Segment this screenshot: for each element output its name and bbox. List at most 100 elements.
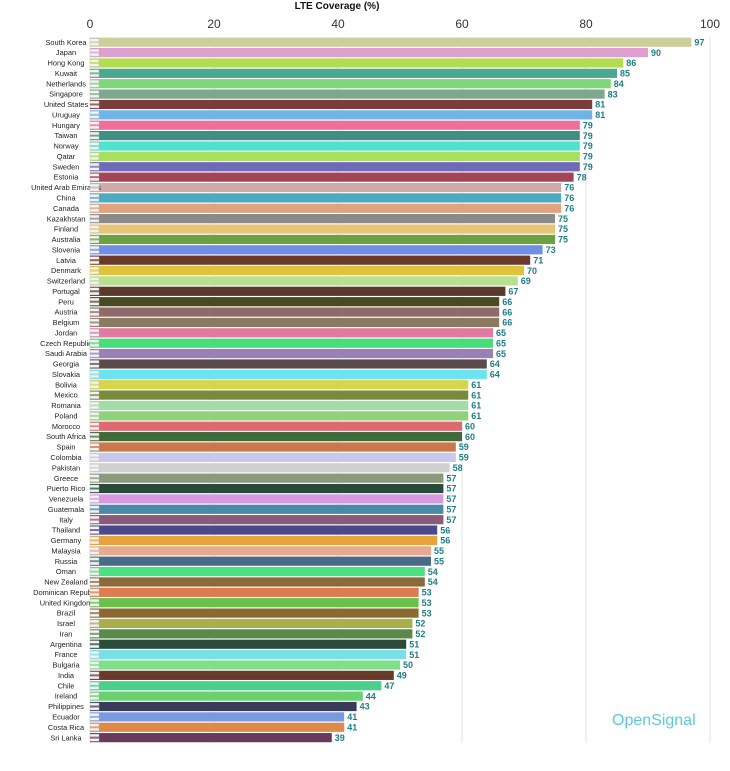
bar [90, 639, 407, 649]
category-label: Oman [56, 567, 76, 576]
bar [90, 442, 456, 452]
bar [90, 535, 438, 546]
flag-icon [89, 142, 100, 150]
category-label: Canada [53, 204, 80, 213]
bar [90, 203, 562, 213]
flag-icon [89, 318, 100, 327]
bar [90, 411, 469, 421]
category-label: Argentina [50, 640, 83, 649]
flag-icon [89, 443, 100, 451]
flag-icon [89, 733, 100, 742]
flag-icon [89, 557, 100, 565]
flag-icon [89, 90, 100, 98]
category-label: Iran [60, 629, 73, 638]
bar [90, 276, 518, 286]
value-label: 39 [335, 733, 345, 743]
category-label: Georgia [53, 360, 80, 369]
bar [90, 162, 580, 172]
category-label: Singapore [49, 90, 83, 99]
category-label: Guatemala [48, 505, 85, 514]
bar [90, 546, 431, 556]
value-label: 90 [651, 48, 661, 58]
bar [90, 47, 648, 58]
category-label: South Korea [45, 38, 87, 47]
bar [90, 359, 487, 369]
flag-icon [89, 505, 100, 513]
category-label: United States [44, 100, 89, 109]
category-label: New Zealand [44, 578, 88, 587]
value-label: 59 [459, 453, 469, 463]
bar [90, 587, 419, 597]
flag-icon [89, 578, 100, 586]
bar [90, 483, 444, 494]
category-label: France [54, 650, 77, 659]
category-label: Latvia [56, 256, 77, 265]
bar [90, 338, 493, 348]
category-label: Germany [51, 536, 82, 545]
bar [90, 525, 438, 535]
x-tick-label: 80 [579, 17, 593, 31]
value-label: 53 [422, 608, 432, 618]
flag-icon [89, 69, 100, 78]
value-label: 41 [347, 722, 357, 732]
bar [90, 297, 500, 307]
value-label: 97 [694, 37, 704, 47]
bar [90, 452, 456, 462]
value-label: 61 [471, 390, 481, 400]
value-label: 79 [583, 141, 593, 151]
category-label: Poland [54, 411, 77, 420]
category-label: Russia [55, 557, 78, 566]
value-label: 49 [397, 671, 407, 681]
flag-icon [89, 599, 100, 607]
flag-icon [89, 536, 100, 545]
bar [90, 68, 617, 78]
value-label: 61 [471, 411, 481, 421]
bar [90, 670, 394, 680]
category-label: Mexico [54, 391, 77, 400]
category-label: Austria [54, 308, 78, 317]
flag-icon [89, 59, 100, 67]
value-label: 86 [626, 58, 636, 68]
flag-icon [89, 329, 100, 337]
bar [90, 421, 462, 431]
bar [90, 473, 444, 483]
bar [90, 432, 462, 442]
bar [90, 494, 444, 504]
flag-icon [89, 80, 100, 88]
flag-icon [89, 484, 100, 493]
x-tick-label: 60 [455, 17, 469, 31]
value-label: 75 [558, 214, 568, 224]
x-tick-label: 100 [700, 17, 720, 31]
bar [90, 733, 332, 743]
bar [90, 328, 493, 338]
flag-icon [89, 360, 100, 368]
flag-icon [89, 619, 100, 628]
bar [90, 110, 593, 120]
flag-icon [89, 297, 100, 306]
value-label: 50 [403, 660, 413, 670]
flag-icon [89, 682, 100, 690]
bar [90, 681, 382, 691]
value-label: 57 [446, 494, 456, 504]
value-label: 73 [546, 245, 556, 255]
flag-icon [89, 183, 100, 192]
category-label: Kazakhstan [47, 214, 86, 223]
value-label: 51 [409, 650, 419, 660]
category-label: Slovakia [52, 370, 81, 379]
category-label: Hong Kong [48, 59, 85, 68]
bar [90, 618, 413, 629]
category-label: Venezuela [49, 495, 84, 504]
bar [90, 504, 444, 514]
category-label: Puerto Rico [47, 484, 86, 493]
category-label: United Arab Emirates [31, 183, 101, 192]
value-label: 59 [459, 442, 469, 452]
category-label: Belgium [53, 318, 80, 327]
bar [90, 245, 543, 255]
flag-icon [89, 235, 100, 244]
category-label: China [56, 193, 76, 202]
bar [90, 120, 580, 130]
flag-icon [89, 609, 100, 617]
bar [90, 79, 611, 89]
bar [90, 193, 562, 203]
flag-icon [89, 391, 100, 399]
